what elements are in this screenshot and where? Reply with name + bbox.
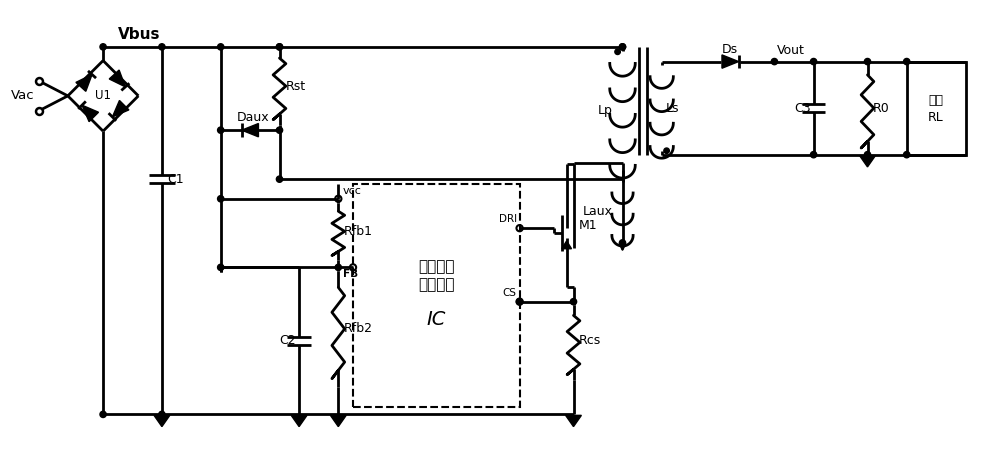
Polygon shape — [291, 415, 307, 427]
Text: 负载: 负载 — [929, 94, 944, 107]
Circle shape — [904, 59, 910, 65]
Polygon shape — [76, 75, 92, 91]
Text: IC: IC — [427, 310, 446, 329]
Circle shape — [664, 148, 669, 154]
Circle shape — [276, 44, 283, 50]
Text: Rst: Rst — [285, 79, 306, 93]
Circle shape — [570, 298, 577, 305]
Circle shape — [159, 44, 165, 50]
Text: Rfb2: Rfb2 — [344, 323, 373, 335]
Text: Lp: Lp — [598, 104, 613, 117]
Text: Rcs: Rcs — [578, 334, 601, 347]
Bar — [907, 61, 966, 155]
Circle shape — [276, 176, 283, 182]
Bar — [353, 184, 520, 406]
Text: CS: CS — [503, 288, 517, 298]
Circle shape — [218, 44, 224, 50]
Text: C1: C1 — [167, 173, 183, 186]
Polygon shape — [562, 241, 572, 249]
Text: 开关电源
控制电路: 开关电源 控制电路 — [418, 260, 455, 292]
Circle shape — [276, 44, 283, 50]
Text: C3: C3 — [794, 102, 811, 114]
Text: DRI: DRI — [499, 214, 517, 224]
Text: Laux: Laux — [583, 204, 613, 218]
Text: Vac: Vac — [11, 89, 34, 102]
Circle shape — [810, 59, 817, 65]
Polygon shape — [109, 70, 125, 87]
Circle shape — [619, 44, 626, 50]
Text: RL: RL — [928, 112, 944, 124]
Text: Daux: Daux — [237, 111, 269, 124]
Circle shape — [810, 151, 817, 158]
Polygon shape — [566, 415, 581, 427]
Polygon shape — [330, 415, 346, 427]
Circle shape — [100, 411, 106, 418]
Text: FB: FB — [343, 269, 358, 279]
Circle shape — [218, 264, 224, 271]
Text: vcc: vcc — [343, 186, 362, 196]
Circle shape — [864, 151, 871, 158]
Circle shape — [276, 127, 283, 133]
Polygon shape — [860, 156, 875, 167]
Text: Rfb1: Rfb1 — [344, 225, 373, 238]
Polygon shape — [112, 100, 129, 117]
Text: U1: U1 — [95, 89, 111, 102]
Text: Ds: Ds — [722, 43, 738, 56]
Circle shape — [619, 240, 626, 246]
Circle shape — [904, 151, 910, 158]
Polygon shape — [242, 123, 258, 137]
Circle shape — [218, 127, 224, 133]
Text: Ls: Ls — [666, 102, 679, 114]
Circle shape — [159, 411, 165, 418]
Circle shape — [335, 264, 341, 271]
Polygon shape — [722, 55, 739, 68]
Circle shape — [864, 59, 871, 65]
Circle shape — [771, 59, 778, 65]
Circle shape — [619, 44, 626, 50]
Circle shape — [100, 44, 106, 50]
Circle shape — [615, 49, 620, 54]
Text: C2: C2 — [280, 334, 296, 347]
Text: Vbus: Vbus — [118, 27, 160, 42]
Circle shape — [218, 196, 224, 202]
Text: R0: R0 — [872, 102, 889, 114]
Circle shape — [516, 298, 523, 305]
Text: Vout: Vout — [777, 44, 805, 57]
Polygon shape — [154, 415, 170, 427]
Polygon shape — [82, 105, 99, 122]
Text: M1: M1 — [578, 219, 597, 232]
